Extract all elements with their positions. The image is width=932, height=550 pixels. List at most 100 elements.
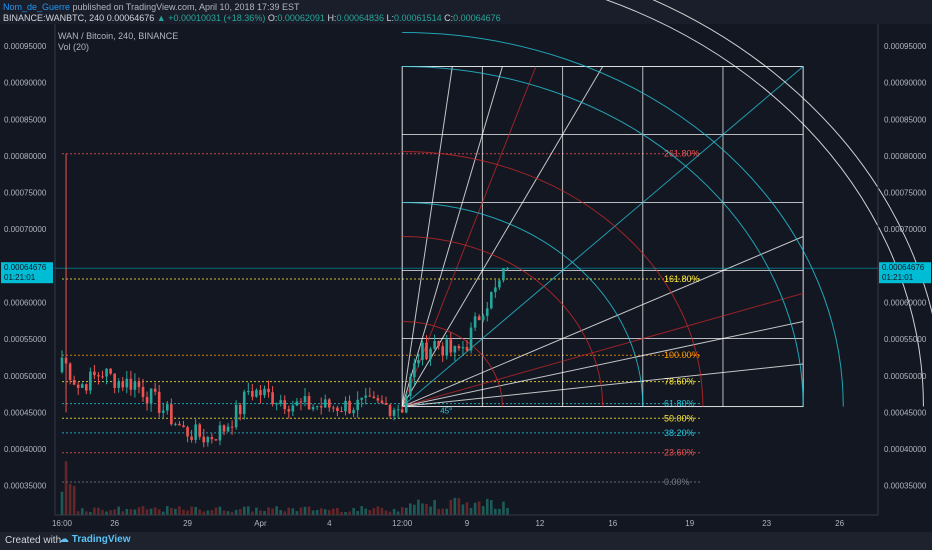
volume-bar: [413, 504, 416, 515]
volume-bar: [344, 511, 347, 515]
gann-fan-line: [401, 66, 537, 407]
candle-body: [109, 368, 112, 374]
candle-body: [360, 397, 363, 400]
volume-bar: [247, 506, 250, 515]
symbol-label: BINANCE:WANBTC, 240: [3, 13, 105, 23]
price-chart[interactable]: 0.00% 23.60% 38.20% 50.00% 61.80% 78.60% 100.0…: [0, 0, 932, 532]
volume-bar: [141, 506, 145, 515]
volume-bar: [101, 509, 104, 515]
volume-bar: [437, 508, 440, 515]
candle-body: [323, 399, 327, 408]
candle-body: [364, 395, 368, 398]
candle-body: [392, 409, 396, 416]
x-tick-label: 12: [535, 519, 544, 528]
volume-bar: [485, 498, 489, 515]
y-tick-label-right: 0.00085000: [884, 115, 927, 124]
volume-bar: [477, 501, 481, 515]
gann-arc: [652, 0, 932, 315]
candle-body: [319, 406, 323, 408]
candle-body: [461, 347, 465, 349]
candle-body: [433, 341, 436, 349]
candle-body: [194, 424, 197, 440]
candle-body: [275, 403, 278, 405]
x-tick-label: 19: [685, 519, 694, 528]
price-tag-left: [1, 262, 53, 284]
gann-fan-line: [401, 66, 604, 407]
volume-bar: [494, 508, 497, 515]
candle-body: [85, 384, 88, 391]
candle-body: [429, 348, 432, 360]
candle-body: [113, 373, 116, 388]
volume-bar: [461, 504, 465, 515]
volume-bar: [376, 506, 380, 515]
gann-arc: [402, 236, 604, 407]
y-tick-label-left: 0.00085000: [4, 115, 47, 124]
volume-bar: [251, 511, 254, 515]
legend-title: WAN / Bitcoin, 240, BINANCE: [58, 31, 179, 41]
volume-bar: [364, 508, 368, 515]
x-tick-label: 26: [110, 519, 119, 528]
y-tick-label-right: 0.00045000: [884, 408, 927, 417]
candle-body: [222, 425, 226, 432]
volume-bar: [174, 508, 177, 515]
candle-body: [344, 400, 347, 412]
author-link[interactable]: Nom_de_Guerre: [3, 2, 71, 12]
candle-body: [153, 388, 157, 392]
gann-arc: [402, 32, 844, 407]
volume-bar: [356, 510, 359, 515]
volume-bar: [145, 509, 149, 515]
volume-bar: [93, 507, 96, 515]
y-tick-label-left: 0.00045000: [4, 408, 47, 417]
brand-name: TradingView: [71, 534, 131, 545]
x-tick-label: 16:00: [52, 519, 73, 528]
candle-body: [267, 388, 270, 393]
candle-body: [336, 407, 339, 412]
candle-body: [291, 405, 295, 412]
gann-angle-label: 45°: [440, 407, 452, 416]
candle-body: [380, 400, 384, 403]
candles-layer: [60, 153, 509, 448]
candle-body: [384, 402, 388, 405]
volume-bar: [263, 511, 266, 515]
candle-body: [226, 426, 230, 432]
candle-body: [477, 316, 481, 321]
chart-legend: WAN / Bitcoin, 240, BINANCE Vol (20): [58, 31, 178, 53]
price-tag-right: [879, 262, 931, 284]
candle-body: [445, 339, 449, 356]
price-tag-value: 0.00064676: [4, 263, 47, 272]
candle-body: [404, 395, 408, 413]
price-tag-countdown: 01:21:01: [882, 273, 914, 282]
y-tick-label-left: 0.00035000: [4, 482, 47, 491]
candle-body: [417, 360, 420, 364]
tradingview-logo[interactable]: ☁ TradingView: [59, 534, 131, 545]
gann-arc: [402, 151, 704, 407]
volume-bar: [340, 511, 343, 515]
y-tick-label-left: 0.00080000: [4, 152, 47, 161]
candle-body: [76, 384, 80, 388]
volume-bar: [473, 502, 477, 515]
candle-body: [348, 400, 351, 414]
candle-body: [214, 439, 218, 441]
candle-body: [340, 411, 343, 413]
volume-bar: [384, 510, 388, 515]
candle-body: [93, 371, 96, 376]
volume-bar: [121, 511, 125, 515]
gann-fan-line: [402, 236, 804, 408]
candle-body: [498, 280, 501, 288]
volume-bar: [380, 507, 384, 515]
y-tick-label-right: 0.00080000: [884, 152, 927, 161]
open-value: 0.00062091: [277, 13, 325, 23]
y-tick-label-right: 0.00060000: [884, 298, 927, 307]
candle-body: [230, 426, 234, 428]
candle-body: [295, 401, 299, 406]
volume-bar: [178, 506, 181, 515]
volume-bar: [368, 510, 372, 515]
candle-body: [182, 425, 185, 428]
volume-bar: [372, 508, 376, 515]
candle-body: [161, 410, 165, 413]
candle-body: [166, 404, 169, 411]
publish-info: published on TradingView.com, April 10, …: [70, 2, 300, 12]
volume-bar: [425, 503, 428, 515]
volume-bar: [449, 499, 453, 515]
volume-bar: [299, 507, 303, 515]
